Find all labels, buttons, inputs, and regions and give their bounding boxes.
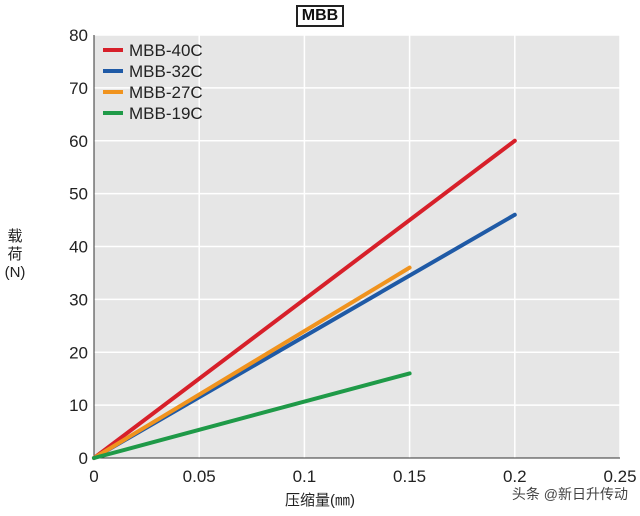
x-tick-label: 0.1 xyxy=(293,467,317,486)
y-tick-label: 0 xyxy=(79,449,88,468)
y-axis-label-line: (N) xyxy=(4,264,26,281)
y-tick-label: 80 xyxy=(69,26,88,45)
y-tick-label: 20 xyxy=(69,343,88,362)
y-axis-label-line: 荷 xyxy=(7,246,23,263)
legend-label: MBB-32C xyxy=(129,62,203,81)
series-line-mbb-19c xyxy=(92,371,412,460)
series-line-mbb-27c xyxy=(92,265,412,460)
chart-title: MBB xyxy=(296,5,344,27)
legend-label: MBB-40C xyxy=(129,41,203,60)
y-tick-label: 30 xyxy=(69,290,88,309)
x-tick-label: 0 xyxy=(89,467,98,486)
x-axis-label: 压缩量(㎜) xyxy=(285,492,355,509)
y-tick-label: 50 xyxy=(69,185,88,204)
x-tick-label: 0.2 xyxy=(503,467,527,486)
x-tick-label: 0.15 xyxy=(393,467,426,486)
series-line-mbb-40c xyxy=(92,138,517,460)
y-tick-label: 70 xyxy=(69,79,88,98)
legend-label: MBB-19C xyxy=(129,104,203,123)
y-axis-label: 载 荷 (N) xyxy=(2,228,28,282)
y-tick-label: 40 xyxy=(69,238,88,257)
legend-label: MBB-27C xyxy=(129,83,203,102)
y-axis-label-line: 载 xyxy=(7,228,23,245)
x-tick-label: 0.05 xyxy=(183,467,216,486)
y-tick-label: 10 xyxy=(69,396,88,415)
y-tick-label: 60 xyxy=(69,132,88,151)
x-tick-label: 0.25 xyxy=(603,467,636,486)
watermark: 头条 @新日升传动 xyxy=(511,486,628,502)
